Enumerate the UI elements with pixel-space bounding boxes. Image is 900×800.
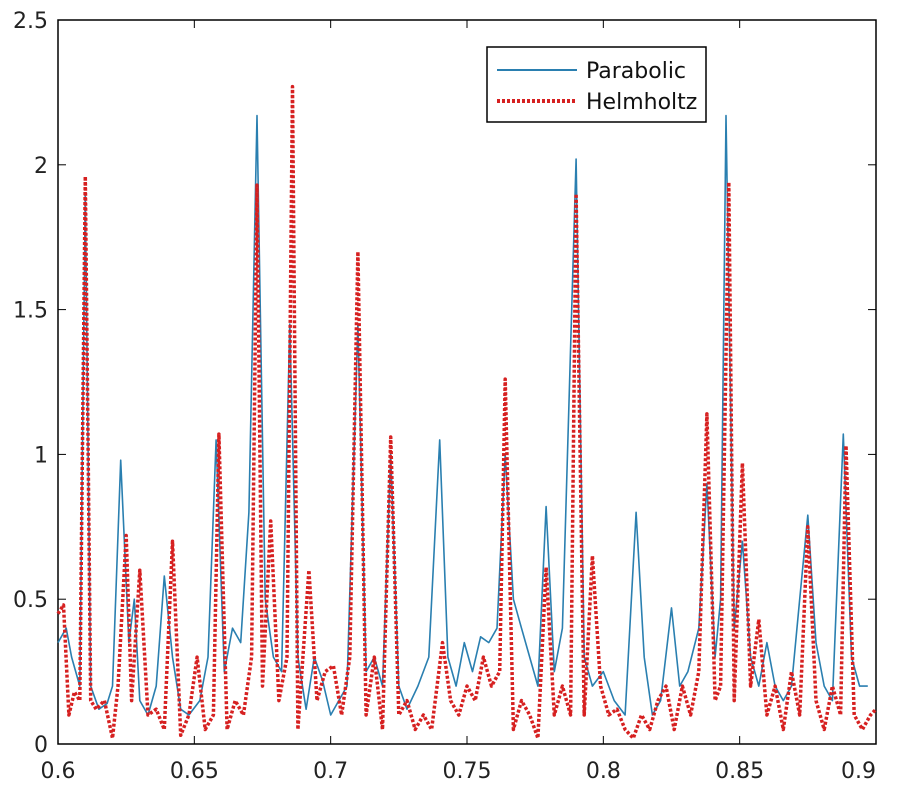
series-layer <box>56 84 878 740</box>
legend-label-parabolic: Parabolic <box>586 59 686 84</box>
y-tick-label: 1 <box>34 443 48 468</box>
x-tick-label: 0.85 <box>715 759 764 784</box>
y-tick-label: 0.5 <box>13 588 48 613</box>
legend-label-helmholtz: Helmholtz <box>586 90 697 115</box>
x-tick-label: 0.75 <box>443 759 492 784</box>
y-tick-label: 2 <box>34 154 48 179</box>
y-tick-label: 2.5 <box>13 9 48 34</box>
x-tick-label: 0.6 <box>41 759 76 784</box>
y-tick-label: 0 <box>34 733 48 758</box>
x-tick-label: 0.9 <box>841 759 876 784</box>
legend-box <box>486 46 707 123</box>
x-tick-label: 0.7 <box>313 759 348 784</box>
series-line-helmholtz <box>56 84 878 740</box>
x-tick-label: 0.65 <box>170 759 219 784</box>
series-line-parabolic <box>57 114 868 716</box>
plot-frame <box>57 19 877 745</box>
x-axis-ticks: 0.6 0.65 0.7 0.75 0.8 0.85 0.9 <box>41 20 877 784</box>
legend: Parabolic Helmholtz <box>486 46 707 123</box>
y-axis-ticks: 0 0.5 1 1.5 2 2.5 <box>13 9 876 758</box>
y-tick-label: 1.5 <box>13 299 48 324</box>
x-tick-label: 0.8 <box>586 759 621 784</box>
